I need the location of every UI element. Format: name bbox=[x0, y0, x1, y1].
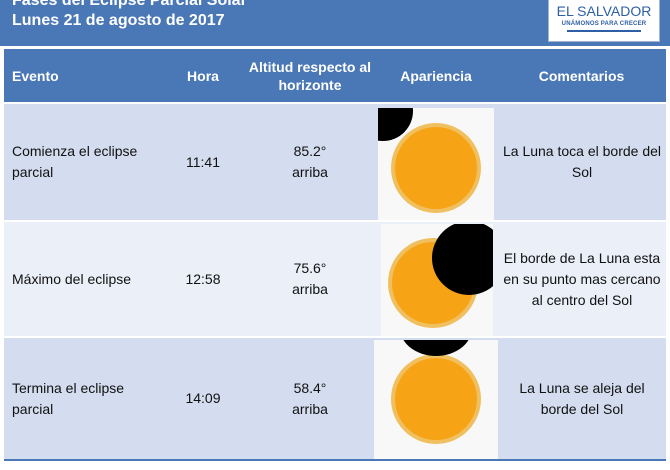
comment-cell: El borde de La Luna esta en su punto mas… bbox=[503, 249, 661, 308]
eclipse-image-maximum bbox=[381, 224, 493, 336]
comment-cell: La Luna toca el borde del Sol bbox=[502, 143, 661, 180]
header-appearance: Apariencia bbox=[400, 67, 472, 84]
logo-name: EL SALVADOR bbox=[556, 3, 652, 19]
header-time: Hora bbox=[187, 67, 219, 84]
title-band: Fases del Eclipse Parcial Solar Lunes 21… bbox=[0, 0, 670, 46]
event-cell: Máximo del eclipse bbox=[12, 270, 132, 287]
eclipse-table: Evento Hora Altitud respecto al horizont… bbox=[4, 49, 666, 459]
header-event: Evento bbox=[12, 67, 59, 84]
sun-moon-first-contact-icon bbox=[378, 108, 481, 213]
table-row: Máximo del eclipse 12:58 75.6° arriba El… bbox=[4, 220, 666, 336]
table-header: Evento Hora Altitud respecto al horizont… bbox=[4, 49, 666, 102]
time-cell: 14:09 bbox=[185, 390, 221, 406]
eclipse-image-last-contact bbox=[374, 340, 498, 459]
altitude-cell: 85.2° arriba bbox=[292, 143, 328, 180]
event-cell: Termina el eclipse parcial bbox=[12, 379, 125, 417]
title-line-2: Lunes 21 de agosto de 2017 bbox=[12, 12, 225, 29]
header-altitude: Altitud respecto al horizonte bbox=[248, 58, 372, 93]
table-row: Comienza el eclipse parcial 11:41 85.2° … bbox=[4, 102, 666, 220]
sun-moon-last-contact-icon bbox=[391, 340, 481, 444]
table-bottom-rule bbox=[4, 459, 666, 461]
logo-underline bbox=[567, 30, 641, 32]
table-row: Termina el eclipse parcial 14:09 58.4° a… bbox=[4, 336, 666, 459]
el-salvador-logo: EL SALVADOR UNÁMONOS PARA CRECER bbox=[548, 0, 660, 42]
comment-cell: La Luna se aleja del borde del Sol bbox=[519, 379, 645, 417]
time-cell: 11:41 bbox=[186, 153, 220, 170]
altitude-cell: 58.4° arriba bbox=[292, 379, 328, 417]
sun-moon-maximum-icon bbox=[388, 224, 493, 328]
header-comments: Comentarios bbox=[538, 67, 625, 84]
eclipse-image-first-contact bbox=[378, 108, 494, 220]
time-cell: 12:58 bbox=[185, 270, 221, 287]
event-cell: Comienza el eclipse parcial bbox=[12, 143, 138, 180]
logo-tagline: UNÁMONOS PARA CRECER bbox=[561, 21, 647, 27]
altitude-cell: 75.6° arriba bbox=[292, 260, 328, 297]
title-line-1: Fases del Eclipse Parcial Solar bbox=[12, 0, 247, 9]
